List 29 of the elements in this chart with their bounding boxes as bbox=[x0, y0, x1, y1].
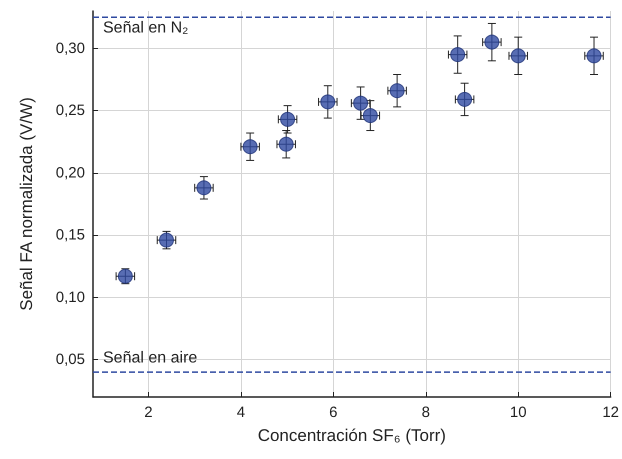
point bbox=[242, 139, 258, 154]
x-tick-label: 2 bbox=[144, 404, 153, 421]
ref-line-label: Señal en aire bbox=[103, 350, 198, 367]
ref-line-label: Señal en N₂ bbox=[103, 20, 188, 37]
y-tick-label: 0,05 bbox=[56, 351, 85, 368]
x-tick-label: 4 bbox=[236, 404, 246, 421]
x-tick-label: 12 bbox=[602, 404, 619, 421]
y-tick-label: 0,30 bbox=[56, 40, 85, 57]
point bbox=[457, 92, 472, 107]
x-tick-label: 6 bbox=[329, 404, 338, 421]
x-tick-label: 10 bbox=[510, 404, 527, 421]
point bbox=[196, 180, 212, 196]
point bbox=[450, 47, 466, 62]
y-tick-label: 0,20 bbox=[56, 164, 85, 182]
point bbox=[280, 112, 296, 127]
x-axis-title: Concentración SF₆ (Torr) bbox=[258, 426, 446, 445]
y-tick-label: 0,15 bbox=[56, 226, 85, 244]
y-axis-title: Señal FA normalizada (V/W) bbox=[17, 97, 36, 311]
point bbox=[390, 83, 405, 98]
point bbox=[586, 48, 602, 64]
point bbox=[510, 48, 526, 64]
y-tick-label: 0,25 bbox=[56, 102, 85, 120]
y-tick-label: 0,10 bbox=[56, 288, 85, 306]
point bbox=[159, 232, 174, 248]
point bbox=[320, 94, 336, 110]
x-tick-label: 8 bbox=[422, 404, 430, 421]
point bbox=[278, 136, 294, 152]
point bbox=[484, 34, 500, 50]
point bbox=[118, 268, 133, 284]
